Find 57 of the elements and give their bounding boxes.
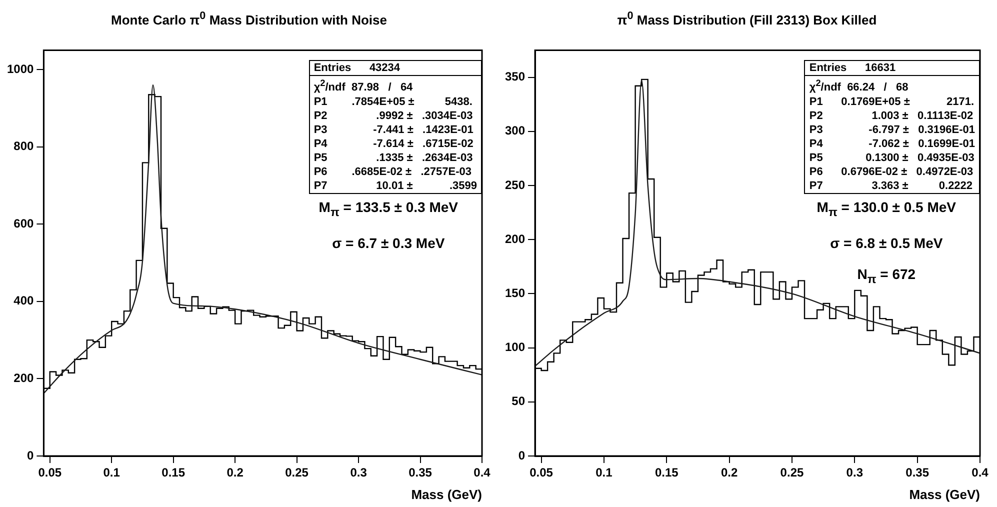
annotation: M$_{π}$ = 130.0 ± 0.5 MeV <box>816 198 956 221</box>
annotation: P1 .7854E+05 ± 5438. <box>312 94 474 109</box>
x-tick-label: 0.2 <box>720 466 738 480</box>
y-tick-label: 200 <box>504 232 526 246</box>
chart-title: π$^{0}$ Mass Distribution (Fill 2313) Box Killed <box>616 10 878 28</box>
y-tick-label: 1000 <box>6 62 34 76</box>
annotation: P4 -7.614 ± .6715E-02 <box>312 136 474 151</box>
x-tick-label: 0.25 <box>780 466 804 480</box>
x-tick-label: 0.3 <box>350 466 368 480</box>
y-tick-label: 300 <box>504 124 526 138</box>
annotation: χ$^{2}$/ndf 66.24 / 68 <box>808 77 910 95</box>
annotation: P6 0.6796E-02 ± 0.4972E-03 <box>808 164 974 179</box>
x-tick-label: 0.3 <box>846 466 864 480</box>
annotation: P2 1.003 ± 0.1113E-02 <box>808 108 974 123</box>
annotation: P7 10.01 ± .3599 <box>312 178 478 193</box>
annotation: P5 .1335 ± .2634E-03 <box>312 150 474 165</box>
annotation: P5 0.1300 ± 0.4935E-03 <box>808 150 976 165</box>
annotation: χ$^{2}$/ndf 87.98 / 64 <box>312 77 414 95</box>
x-tick-label: 0.1 <box>103 466 120 480</box>
y-tick-label: 600 <box>14 216 34 230</box>
annotation: P1 0.1769E+05 ± 2171. <box>808 94 976 109</box>
annotation: N$_{π}$ = 672 <box>856 264 917 288</box>
y-tick-label: 100 <box>504 340 526 354</box>
annotation: σ = 6.7 ± 0.3 MeV <box>331 234 446 253</box>
annotation: P2 .9992 ± .3034E-03 <box>312 108 474 123</box>
annotation: P3 -6.797 ± 0.3196E-01 <box>808 122 976 137</box>
chart-title: Monte Carlo π$^{0}$ Mass Distribution with Noise <box>110 10 388 28</box>
annotation: Entries 16631 <box>805 61 979 76</box>
x-tick-label: 0.1 <box>596 466 613 480</box>
y-tick-label: 800 <box>14 139 34 154</box>
annotation: P4 -7.062 ± 0.1699E-01 <box>808 136 976 151</box>
x-tick-label: 0.15 <box>162 466 186 480</box>
y-tick-label: 50 <box>512 394 526 408</box>
x-tick-label: 0.4 <box>972 466 989 480</box>
x-tick-label: 0.05 <box>38 466 62 480</box>
annotation: M$_{π}$ = 133.5 ± 0.3 MeV <box>318 198 458 221</box>
x-tick-label: 0.35 <box>906 466 930 480</box>
annotation: P7 3.363 ± 0.2222 <box>808 178 974 193</box>
y-tick-label: 350 <box>504 70 526 84</box>
x-tick-label: 0.15 <box>654 466 679 480</box>
x-tick-label: 0.2 <box>226 466 244 480</box>
x-tick-label: 0.35 <box>408 466 432 480</box>
annotation: σ = 6.8 ± 0.5 MeV <box>829 234 944 253</box>
y-tick-label: 400 <box>14 294 34 308</box>
x-axis-title: Mass (GeV) <box>411 486 482 502</box>
y-tick-label: 150 <box>504 286 526 300</box>
x-tick-label: 0.4 <box>474 466 491 480</box>
y-tick-label: 250 <box>504 178 526 192</box>
x-axis-title: Mass (GeV) <box>909 486 980 502</box>
annotation: P6 .6685E-02 ± .2757E-03 <box>312 164 473 179</box>
x-tick-label: 0.25 <box>285 466 309 480</box>
y-tick-label: 0 <box>518 448 526 462</box>
annotation: Entries 43234 <box>310 61 481 76</box>
y-tick-label: 0 <box>27 448 34 462</box>
x-tick-label: 0.05 <box>530 466 554 480</box>
y-tick-label: 200 <box>14 371 34 386</box>
annotation: P3 -7.441 ± .1423E-01 <box>312 122 474 137</box>
